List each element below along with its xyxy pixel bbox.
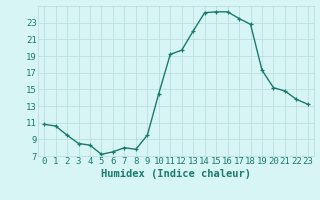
- X-axis label: Humidex (Indice chaleur): Humidex (Indice chaleur): [101, 169, 251, 179]
